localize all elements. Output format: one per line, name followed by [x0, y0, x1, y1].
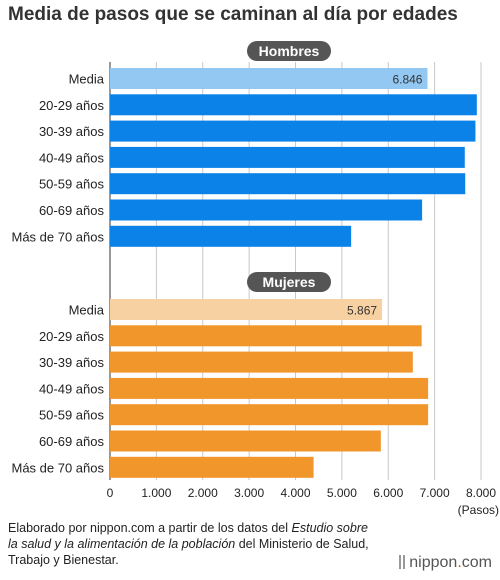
- panel-header-1: [247, 272, 331, 292]
- bar-0-2: [110, 120, 476, 142]
- x-tick-label-6: 6.000: [373, 486, 403, 500]
- bar-0-6: [110, 225, 352, 247]
- category-label-1-0: Media: [69, 303, 105, 318]
- bar-0-3: [110, 146, 465, 168]
- category-label-1-5: 60-69 años: [39, 434, 105, 449]
- bar-1-5: [110, 430, 381, 452]
- bar-1-0: [110, 299, 383, 320]
- category-label-0-5: 60-69 años: [39, 203, 105, 218]
- bar-0-0: [110, 68, 428, 89]
- x-tick-label-8: 8.000: [466, 486, 496, 500]
- source-suffix: del Ministerio de Salud, Trabajo y Biene…: [8, 537, 369, 567]
- category-label-1-2: 30-39 años: [39, 355, 105, 370]
- brand-dot: .: [457, 554, 462, 571]
- brand-logo: nippon.com: [399, 554, 492, 572]
- x-axis-unit: (Pasos): [458, 503, 499, 517]
- x-tick-label-0: 0: [107, 486, 114, 500]
- source-note: Elaborado por nippon.com a partir de los…: [8, 520, 378, 568]
- bar-1-1: [110, 325, 422, 347]
- bar-0-1: [110, 94, 477, 116]
- bar-1-3: [110, 377, 429, 399]
- x-tick-label-3: 3.000: [234, 486, 264, 500]
- brand-mark-icon: [399, 555, 406, 569]
- bar-1-2: [110, 351, 413, 373]
- data-label-1-0: 5.867: [347, 304, 377, 318]
- chart-title: Media de pasos que se caminan al día por…: [8, 4, 458, 25]
- category-label-0-4: 50-59 años: [39, 177, 105, 192]
- bar-1-4: [110, 404, 429, 426]
- bar-0-5: [110, 199, 423, 221]
- x-tick-label-4: 4.000: [280, 486, 310, 500]
- brand-name: nippon: [409, 554, 458, 571]
- x-tick-label-1: 1.000: [141, 486, 171, 500]
- x-tick-label-2: 2.000: [188, 486, 218, 500]
- category-label-1-6: Más de 70 años: [11, 460, 104, 475]
- category-label-0-0: Media: [69, 72, 105, 87]
- x-tick-label-5: 5.000: [327, 486, 357, 500]
- category-label-0-2: 30-39 años: [39, 124, 105, 139]
- panel-title-1: Mujeres: [263, 274, 316, 290]
- category-label-1-4: 50-59 años: [39, 408, 105, 423]
- category-label-0-6: Más de 70 años: [11, 229, 104, 244]
- source-study-title: Estudio sobre la salud y la alimentación…: [8, 521, 368, 551]
- bar-1-6: [110, 456, 314, 478]
- panel-header-0: [247, 41, 331, 61]
- category-label-1-1: 20-29 años: [39, 329, 105, 344]
- x-tick-label-7: 7.000: [420, 486, 450, 500]
- bar-0-4: [110, 173, 466, 195]
- source-prefix: Elaborado por nippon.com a partir de los…: [8, 521, 292, 535]
- data-label-0-0: 6.846: [392, 73, 422, 87]
- category-label-0-3: 40-49 años: [39, 150, 105, 165]
- brand-domain: com: [461, 554, 492, 571]
- category-label-0-1: 20-29 años: [39, 98, 105, 113]
- category-label-1-3: 40-49 años: [39, 381, 105, 396]
- panel-title-0: Hombres: [259, 43, 320, 59]
- bar-chart: Hombres Media 6.846 20-29 años 30-39 años 40-…: [11, 41, 499, 517]
